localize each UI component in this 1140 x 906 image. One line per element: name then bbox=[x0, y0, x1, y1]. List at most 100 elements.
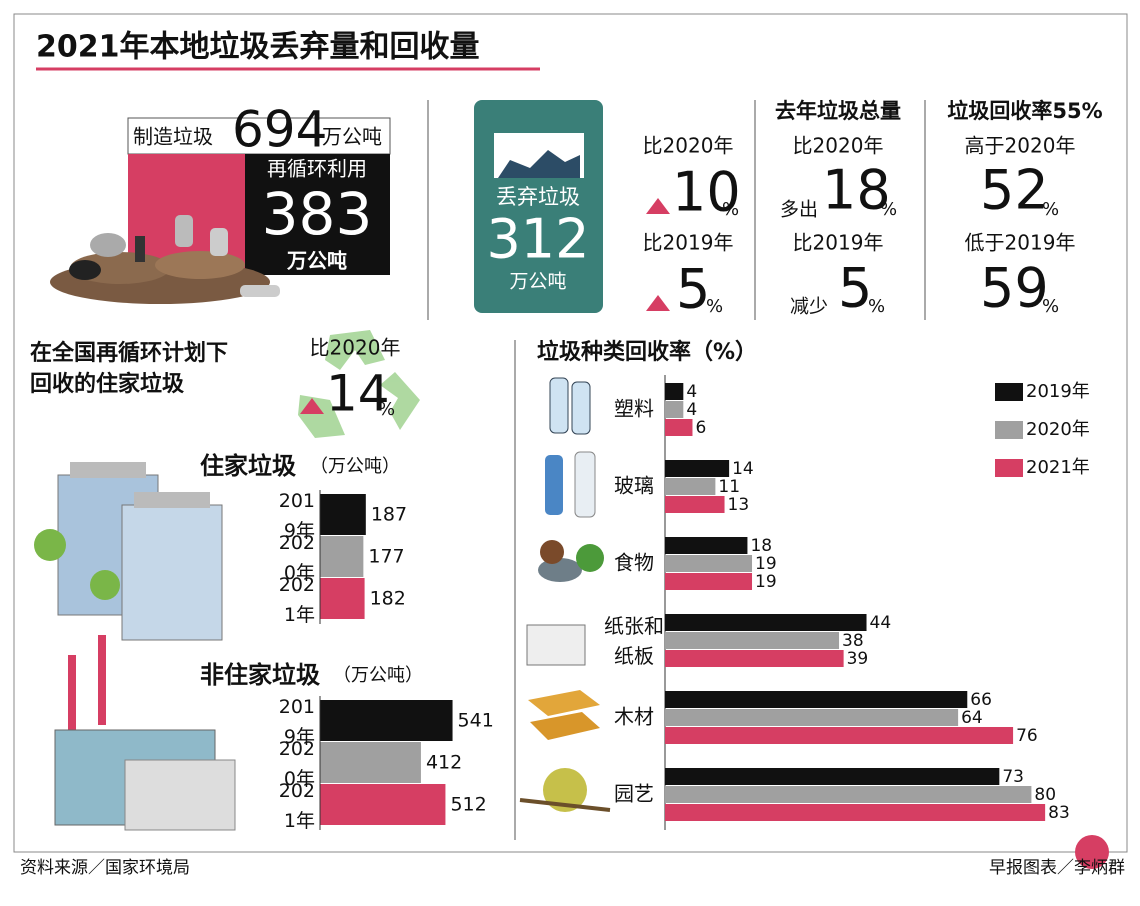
category-label: 201 9年 bbox=[279, 696, 315, 748]
value-label: 512 bbox=[450, 794, 486, 816]
category-label: 纸张和纸板 bbox=[604, 614, 664, 668]
bar bbox=[665, 804, 1046, 821]
rate-unit: % bbox=[1042, 199, 1059, 220]
value-label: 83 bbox=[1048, 803, 1070, 823]
legend-swatch bbox=[995, 421, 1023, 439]
source: 资料来源／国家环境局 bbox=[20, 858, 190, 878]
bar bbox=[665, 383, 684, 400]
bar bbox=[320, 700, 453, 741]
chart-title: 住家垃圾 bbox=[200, 452, 296, 480]
recycled-unit: 万公吨 bbox=[286, 249, 347, 273]
column-header: 去年垃圾总量 bbox=[775, 99, 901, 123]
up-arrow bbox=[300, 398, 324, 414]
bar bbox=[665, 786, 1032, 803]
chart-unit: （万公吨） bbox=[333, 665, 423, 686]
logo bbox=[1075, 835, 1109, 869]
buildings bbox=[34, 462, 223, 641]
value-label: 44 bbox=[870, 613, 892, 633]
bar bbox=[665, 768, 1000, 785]
category-label: 202 0年 bbox=[279, 532, 315, 584]
bar bbox=[665, 555, 753, 572]
generated-value: 694 bbox=[232, 101, 327, 159]
up-arrow bbox=[646, 295, 670, 311]
legend-swatch bbox=[995, 383, 1023, 401]
change-unit: % bbox=[880, 199, 897, 220]
value-label: 4 bbox=[686, 400, 697, 420]
garbage-pile bbox=[50, 215, 280, 304]
legend-label: 2019年 bbox=[1026, 381, 1090, 402]
change-unit: % bbox=[706, 296, 723, 317]
column-header: 垃圾回收率55% bbox=[947, 99, 1102, 123]
change-unit: % bbox=[722, 199, 739, 220]
value-label: 182 bbox=[370, 588, 406, 610]
value-label: 64 bbox=[961, 708, 983, 728]
change-unit: % bbox=[378, 399, 395, 420]
category-label: 玻璃 bbox=[614, 474, 654, 498]
value-label: 187 bbox=[371, 504, 407, 526]
rate-unit: % bbox=[1042, 296, 1059, 317]
value-label: 11 bbox=[718, 477, 740, 497]
change-value: 14 bbox=[326, 365, 390, 423]
change-value: 5 bbox=[838, 257, 872, 320]
bar bbox=[665, 632, 840, 649]
change-prefix: 多出 bbox=[780, 199, 818, 221]
category-label: 食物 bbox=[614, 551, 654, 575]
rate-value: 52 bbox=[980, 159, 1049, 222]
rate-label: 高于2020年 bbox=[965, 134, 1076, 158]
rate-label: 低于2019年 bbox=[965, 231, 1076, 255]
factory bbox=[54, 635, 236, 831]
bar bbox=[320, 494, 366, 535]
value-label: 76 bbox=[1016, 726, 1038, 746]
change-value: 10 bbox=[672, 161, 741, 224]
value-label: 39 bbox=[847, 649, 869, 669]
value-label: 38 bbox=[842, 631, 864, 651]
recycled-value: 383 bbox=[262, 180, 373, 248]
change-prefix: 减少 bbox=[790, 296, 828, 318]
value-label: 18 bbox=[750, 536, 772, 556]
chart-title: 非住家垃圾 bbox=[200, 661, 320, 689]
bar bbox=[665, 419, 693, 436]
chart-unit: （万公吨） bbox=[310, 456, 400, 477]
value-label: 73 bbox=[1002, 767, 1024, 787]
bar bbox=[320, 784, 446, 825]
value-label: 19 bbox=[755, 572, 777, 592]
bar bbox=[320, 536, 364, 577]
category-label: 木材 bbox=[614, 705, 654, 729]
category-label: 201 9年 bbox=[279, 490, 315, 542]
change-label: 比2019年 bbox=[643, 231, 734, 255]
category-label: 202 1年 bbox=[279, 780, 315, 832]
value-label: 13 bbox=[728, 495, 750, 515]
bar bbox=[320, 578, 365, 619]
frame bbox=[13, 13, 1128, 853]
generated-label: 制造垃圾 bbox=[133, 125, 213, 149]
recycled-block bbox=[245, 154, 390, 275]
change-label: 比2020年 bbox=[310, 336, 401, 360]
bar bbox=[665, 614, 867, 631]
value-label: 19 bbox=[755, 554, 777, 574]
recycled-label: 再循环利用 bbox=[267, 157, 367, 181]
change-unit: % bbox=[868, 296, 885, 317]
bar bbox=[665, 537, 748, 554]
change-value: 5 bbox=[676, 258, 710, 321]
bar bbox=[665, 401, 684, 418]
bar bbox=[665, 727, 1014, 744]
up-arrow bbox=[646, 198, 670, 214]
disposed-unit: 万公吨 bbox=[509, 271, 566, 293]
section-title: 在全国再循环计划下 bbox=[30, 340, 228, 366]
legend-swatch bbox=[995, 459, 1023, 477]
change-label: 比2019年 bbox=[793, 231, 884, 255]
value-label: 66 bbox=[970, 690, 992, 710]
bar bbox=[665, 478, 716, 495]
category-label: 园艺 bbox=[614, 782, 654, 806]
value-label: 6 bbox=[695, 418, 706, 438]
card-illustration bbox=[498, 150, 580, 178]
bar bbox=[665, 573, 753, 590]
title: 2021年本地垃圾丢弃量和回收量 bbox=[36, 30, 480, 65]
disposed-value: 312 bbox=[486, 208, 589, 271]
bar bbox=[665, 496, 725, 513]
category-label: 202 0年 bbox=[279, 738, 315, 790]
category-icons bbox=[519, 377, 611, 812]
bar bbox=[665, 460, 730, 477]
category-label: 202 1年 bbox=[279, 574, 315, 626]
